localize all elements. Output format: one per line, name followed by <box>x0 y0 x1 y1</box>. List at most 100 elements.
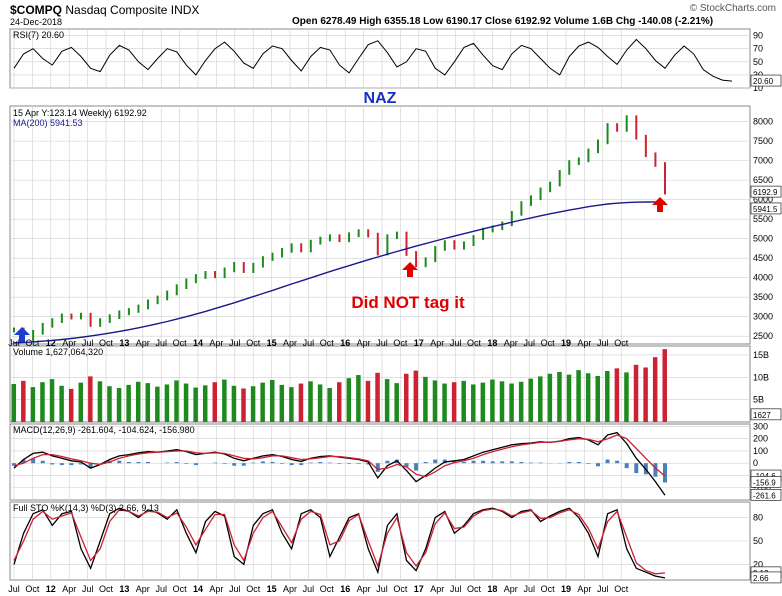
volume-bar <box>633 364 639 422</box>
y-tick-label: 20 <box>753 559 763 569</box>
volume-bar <box>68 388 74 422</box>
value-tag-box <box>750 202 782 215</box>
volume-bar <box>509 383 514 422</box>
volume-bar <box>21 380 26 422</box>
macd-histogram-bar <box>40 460 45 464</box>
volume-bar <box>384 379 390 422</box>
macd-histogram-bar <box>461 462 466 464</box>
x-tick-label-mid: Oct <box>173 338 188 348</box>
macd-histogram-bar <box>576 462 581 464</box>
y-tick-label: 2500 <box>753 331 773 341</box>
volume-bar <box>518 381 524 422</box>
x-tick-label-mid: Oct <box>246 338 261 348</box>
value-tag-label: 1627 <box>753 411 771 420</box>
volume-bar <box>585 373 591 422</box>
x-tick-label: 18 <box>487 584 497 594</box>
panel-frame-price <box>9 105 751 345</box>
x-tick-label: 19 <box>561 584 571 594</box>
volume-bar <box>222 379 227 422</box>
volume-bar <box>193 387 198 422</box>
macd-histogram-bar <box>663 463 667 483</box>
macd-histogram-bar <box>184 463 189 464</box>
value-tag-box <box>750 185 782 198</box>
x-tick-label-mid: Oct <box>541 338 556 348</box>
x-tick-label-mid: Apr <box>283 338 297 348</box>
panel-frame-macd <box>9 423 751 501</box>
macd-histogram-bar <box>337 463 342 464</box>
value-tag-label: 2.66 <box>753 574 769 583</box>
macd-histogram-bar <box>50 463 55 465</box>
x-tick-label: Oct <box>393 584 408 594</box>
x-tick-label-mid: Jul <box>523 338 535 348</box>
volume-bar <box>394 383 399 422</box>
macd-histogram-bar <box>59 463 64 466</box>
macd-histogram-bar <box>299 463 304 466</box>
x-tick-label-mid: Jul <box>155 338 167 348</box>
macd-histogram-bar <box>213 462 218 464</box>
volume-bar <box>337 382 342 422</box>
x-tick-label: Apr <box>62 584 76 594</box>
y-tick-label: 50 <box>753 57 763 67</box>
macd-histogram-bar <box>481 460 486 464</box>
symbol-title: $COMPQ Nasdaq Composite INDX <box>10 3 199 17</box>
y-tick-label: 90 <box>753 31 763 41</box>
x-tick-label-mid: 15 <box>267 338 277 348</box>
value-tag-label: -261.6 <box>753 491 776 500</box>
x-tick-label: Jul <box>8 584 20 594</box>
y-tick-label: 3000 <box>753 312 773 322</box>
x-tick-label-mid: Oct <box>614 338 629 348</box>
x-tick-label-mid: Oct <box>467 338 482 348</box>
y-tick-label: 70 <box>753 44 763 54</box>
x-tick-label: Jul <box>229 584 241 594</box>
value-tag-label: 5941.5 <box>753 205 778 214</box>
volume-bar <box>155 386 160 422</box>
annotation-text: Did NOT tag it <box>351 293 465 312</box>
volume-bar <box>365 380 371 422</box>
x-tick-label: Oct <box>320 584 335 594</box>
volume-bar <box>557 371 562 422</box>
x-tick-label-mid: 18 <box>487 338 497 348</box>
volume-bar <box>547 373 553 422</box>
x-tick-label: Oct <box>467 584 482 594</box>
macd-histogram-bar <box>21 459 26 464</box>
value-tag-label: 20.60 <box>753 77 774 86</box>
rsi-overlay-text: NAZ <box>364 90 397 107</box>
stockcharts-brand: © StockCharts.com <box>689 3 776 14</box>
volume-bar <box>528 378 533 422</box>
value-tag-box <box>750 408 782 421</box>
value-tag-box <box>750 488 782 501</box>
x-tick-label: Apr <box>209 584 223 594</box>
x-tick-label-mid: Jul <box>303 338 315 348</box>
volume-bar <box>566 374 572 422</box>
macd-histogram-bar <box>270 462 275 464</box>
panel-title-macd: MACD(12,26,9) -261.604, -104.624, -156.9… <box>13 425 195 435</box>
x-tick-label-mid: Apr <box>357 338 371 348</box>
macd-histogram-bar <box>624 463 629 469</box>
x-tick-label-mid: Oct <box>99 338 114 348</box>
x-tick-label-mid: Jul <box>8 338 20 348</box>
volume-bar <box>269 379 275 422</box>
macd-histogram-bar <box>538 462 543 464</box>
stoch-k-line <box>13 507 666 579</box>
macd-histogram-bar <box>634 463 639 474</box>
panel-title-volume: Volume 1,627,064,320 <box>13 347 103 357</box>
panel-frame-rsi <box>9 28 751 89</box>
macd-histogram-bar <box>88 463 93 469</box>
x-tick-label-mid: Apr <box>209 338 223 348</box>
volume-bar <box>375 372 380 422</box>
volume-bar <box>662 349 667 422</box>
x-tick-label-mid: 14 <box>193 338 203 348</box>
macd-histogram-bar <box>500 461 505 464</box>
macd-histogram-bar <box>232 463 237 466</box>
y-tick-label: 7000 <box>753 156 773 166</box>
y-tick-label: 15B <box>753 350 769 360</box>
volume-bar <box>499 381 505 422</box>
x-tick-label-mid: Jul <box>82 338 94 348</box>
volume-bar <box>432 380 438 422</box>
macd-histogram-bar <box>260 461 265 464</box>
volume-bar <box>643 367 648 422</box>
volume-bar <box>49 379 55 422</box>
quote-summary: Open 6278.49 High 6355.18 Low 6190.17 Cl… <box>292 16 714 27</box>
volume-bar <box>97 381 103 422</box>
